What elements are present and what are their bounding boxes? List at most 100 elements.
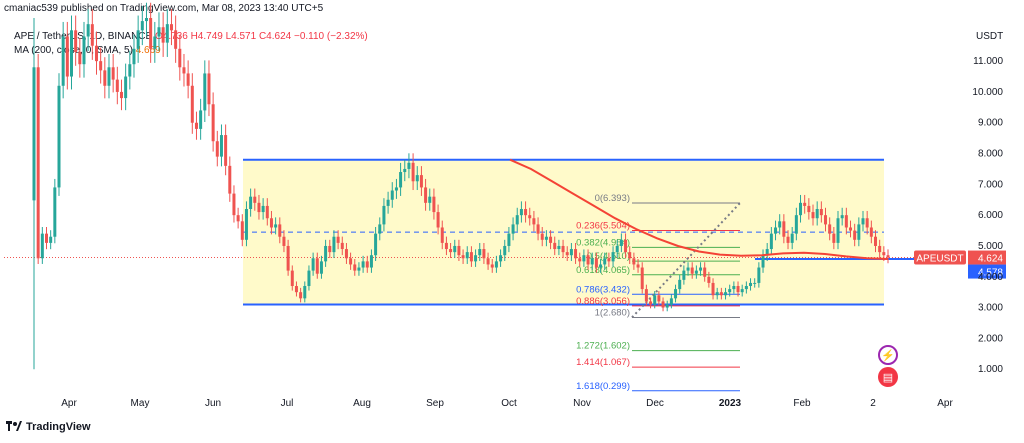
x-tick-label: Jun [205,398,221,409]
candle-down [482,249,486,259]
candle-up [244,209,248,240]
y-tick-label: 2.000 [978,333,1003,344]
candle-up [324,245,328,262]
candle-up [494,261,498,268]
candle-up [744,286,748,290]
candle-down [111,67,115,80]
y-tick-label: 11.000 [973,56,1003,67]
candle-up [619,239,623,246]
candle-up [319,261,323,274]
candle-down [703,267,707,277]
candle-down [565,252,569,256]
ma-200-line[interactable] [509,158,889,260]
candle-down [878,245,882,253]
candle-down [424,187,428,203]
us-flag-icon[interactable]: ▤ [878,367,898,387]
candle-down [207,73,211,105]
y-tick-label: 3.000 [978,303,1003,314]
fib-trend-line[interactable] [631,202,741,319]
candle-up [674,289,678,299]
candle-down [99,61,103,71]
ma-indicator-name[interactable]: MA (200, close, 0, SMA, 5) [14,45,133,56]
candle-down [211,104,215,142]
candle-down [782,221,786,237]
candle-up [665,304,669,308]
candle-down [719,292,723,296]
lightning-icon[interactable]: ⚡ [878,345,898,365]
candle-down [432,196,436,213]
y-tick-label: 9.000 [978,118,1003,129]
candle-up [303,286,307,299]
candle-down [224,135,228,166]
candle-up [399,172,403,188]
tradingview-logo[interactable]: TradingView [6,421,91,433]
candle-up [311,258,315,271]
candle-up [357,267,361,271]
candle-down [886,255,890,258]
x-tick-label: May [131,398,150,409]
x-tick-label: Jul [281,398,294,409]
candle-down [90,24,94,46]
candle-up [136,30,140,49]
x-tick-label: Feb [793,398,811,409]
fib-level-label: 0.786(3.432) [576,284,630,295]
candle-down [36,67,40,259]
ma-price-tag [968,264,1006,279]
candle-down [657,295,661,302]
candle-up [465,252,469,259]
candle-up [724,292,728,296]
fib-level-label: 1(2.680) [595,307,630,318]
fib-level-label: 0.5(4.510) [587,251,630,262]
candle-up [378,224,382,234]
symbol-tag [914,250,966,265]
candle-down [819,209,823,216]
x-tick-label: Apr [61,398,77,409]
tradingview-logo-text: TradingView [26,421,91,433]
candle-up [740,289,744,293]
candle-up [124,76,128,99]
candle-up [682,270,686,280]
candle-down [290,270,294,287]
candle-down [419,175,423,188]
candle-down [469,252,473,262]
x-tick-label: Apr [937,398,953,409]
candle-up [386,199,390,206]
candle-down [561,245,565,253]
candle-down [832,233,836,243]
candle-up [428,196,432,203]
candle-up [686,267,690,271]
candle-up [332,236,336,253]
candle-down [286,245,290,271]
candle-up [153,36,157,49]
indicator-legend: MA (200, close, 0, SMA, 5) 4.669 [14,45,161,56]
candle-down [44,233,48,243]
ohlc-values: O4.736 H4.749 L4.571 C4.624 −0.110 (−2.3… [154,31,368,42]
candle-down [849,227,853,231]
x-tick-label: 2 [870,398,876,409]
candle-down [78,51,82,65]
y-tick-label: 6.000 [978,210,1003,221]
candle-down [690,267,694,274]
candle-up [840,215,844,219]
candle-up [544,236,548,240]
candle-down [232,193,236,216]
candle-down [344,249,348,259]
candle-up [507,233,511,246]
candle-down [328,245,332,253]
candle-down [269,218,273,228]
candle-down [440,227,444,243]
candle-down [174,30,178,49]
candle-down [490,264,494,268]
candle-down [119,91,123,99]
candle-down [315,258,319,274]
candle-up [678,279,682,290]
candle-down [169,24,173,31]
candle-up [57,85,61,188]
last-price-text: 4.624 [978,254,1003,265]
candle-up [49,236,53,243]
candle-down [65,36,69,77]
candle-up [69,30,73,77]
candle-up [699,267,703,271]
candle-down [636,264,640,268]
